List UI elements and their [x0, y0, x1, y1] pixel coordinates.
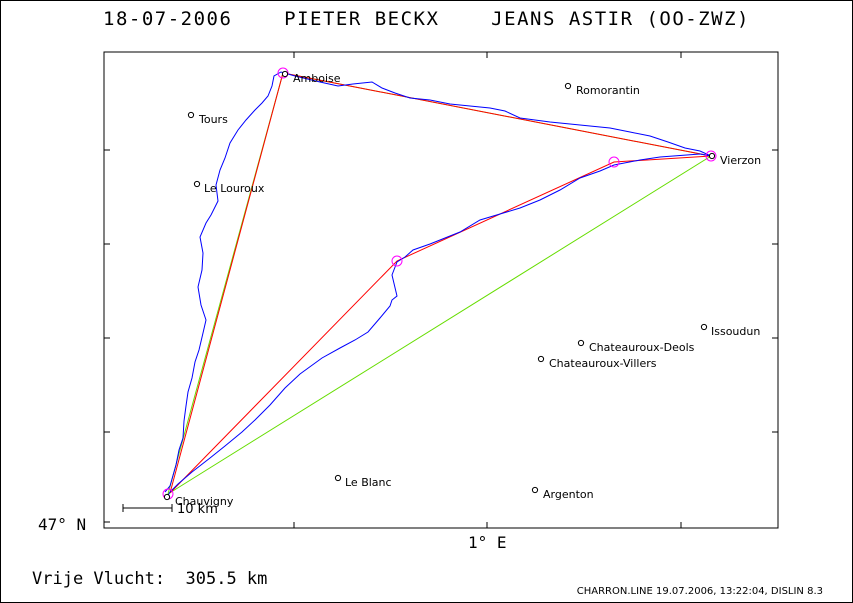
triangle-line	[167, 72, 713, 495]
turnpoint-circle	[705, 150, 717, 162]
place-label-issoudun: Issoudun	[711, 325, 760, 338]
place-marker-chauvigny	[163, 493, 171, 501]
bottom-ticks	[293, 522, 682, 528]
turnpoint-circles	[162, 67, 717, 500]
place-label-tours: Tours	[198, 113, 228, 126]
plot-area	[103, 51, 779, 529]
place-marker-chateauroux-deols	[577, 339, 585, 347]
task-line	[169, 72, 712, 494]
left-ticks	[104, 149, 110, 523]
top-ticks	[293, 52, 682, 58]
place-marker-vierzon	[708, 152, 716, 160]
footer-info: CHARRON.LINE 19.07.2006, 13:22:04, DISLI…	[576, 586, 823, 597]
flight-track	[164, 71, 712, 498]
place-marker-argenton	[531, 486, 539, 494]
place-label-le-blanc: Le Blanc	[345, 476, 392, 489]
place-label-argenton: Argenton	[543, 488, 594, 501]
place-marker-le-blanc	[334, 474, 342, 482]
place-marker-le-louroux	[193, 180, 201, 188]
page-title: 18-07-2006 PIETER BECKX JEANS ASTIR (OO-…	[103, 8, 750, 30]
turnpoint-circle	[608, 156, 620, 168]
turnpoint-circle	[391, 255, 403, 267]
place-marker-tours	[187, 111, 195, 119]
place-markers	[163, 70, 716, 501]
x-axis-label: 1° E	[468, 533, 507, 552]
y-axis-label: 47° N	[38, 515, 86, 534]
place-marker-issoudun	[700, 323, 708, 331]
right-ticks	[772, 149, 778, 433]
scale-bar-label: 10 km	[177, 502, 218, 517]
place-label-vierzon: Vierzon	[720, 154, 761, 167]
place-label-amboise: Amboise	[293, 72, 341, 85]
scale-bar	[122, 504, 173, 512]
place-marker-amboise	[281, 70, 289, 78]
place-marker-romorantin	[564, 82, 572, 90]
place-label-chateauroux-deols: Chateauroux-Deols	[589, 341, 695, 354]
place-marker-chateauroux-villers	[537, 355, 545, 363]
place-label-le-louroux: Le Louroux	[204, 182, 265, 195]
place-label-romorantin: Romorantin	[576, 84, 640, 97]
place-label-chateauroux-villers: Chateauroux-Villers	[549, 357, 657, 370]
place-label-chauvigny: Chauvigny	[175, 495, 234, 508]
turnpoint-circle	[277, 67, 289, 79]
flight-distance: Vrije Vlucht: 305.5 km	[32, 569, 268, 589]
